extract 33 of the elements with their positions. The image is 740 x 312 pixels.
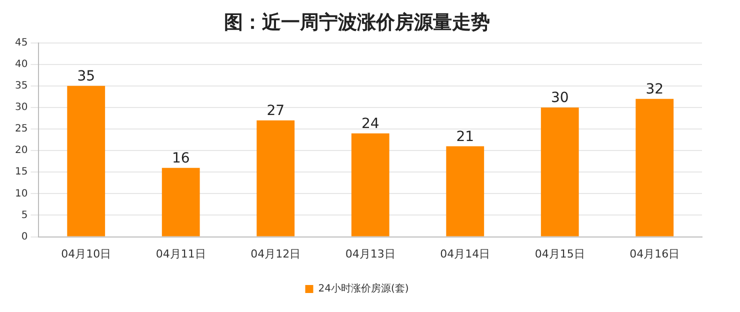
x-tick-label: 04月14日 bbox=[440, 247, 490, 260]
bar bbox=[256, 120, 295, 236]
bar bbox=[162, 168, 200, 236]
bar bbox=[540, 107, 579, 236]
data-label: 21 bbox=[456, 128, 474, 145]
legend-label: 24小时涨价房源(套) bbox=[318, 282, 409, 295]
data-label: 27 bbox=[266, 103, 285, 120]
x-tick-label: 04月16日 bbox=[630, 247, 680, 260]
y-tick-label: 30 bbox=[14, 102, 28, 114]
x-tick-label: 04月13日 bbox=[345, 247, 396, 260]
x-tick-label: 04月12日 bbox=[250, 247, 301, 260]
y-tick-label: 15 bbox=[14, 166, 28, 178]
y-tick-label: 5 bbox=[21, 210, 28, 221]
chart-title: 图：近一周宁波涨价房源量走势 bbox=[224, 11, 490, 34]
bar bbox=[636, 98, 674, 236]
y-tick-label: 10 bbox=[14, 188, 28, 200]
y-tick-label: 35 bbox=[14, 80, 28, 92]
x-tick-label: 04月15日 bbox=[534, 247, 585, 260]
data-label: 24 bbox=[361, 116, 380, 132]
y-tick-label: 20 bbox=[14, 145, 28, 156]
data-label: 30 bbox=[550, 90, 569, 106]
bar bbox=[446, 146, 484, 236]
data-label: 16 bbox=[172, 150, 190, 166]
bar bbox=[67, 86, 106, 236]
y-tick-label: 0 bbox=[21, 231, 28, 242]
bar bbox=[351, 133, 390, 236]
y-tick-label: 45 bbox=[14, 37, 28, 48]
data-label: 35 bbox=[77, 68, 96, 85]
y-tick-label: 25 bbox=[14, 124, 28, 135]
x-tick-label: 04月11日 bbox=[156, 247, 206, 260]
y-tick-label: 40 bbox=[14, 58, 28, 70]
data-label: 32 bbox=[646, 81, 664, 98]
x-tick-label: 04月10日 bbox=[61, 247, 112, 260]
